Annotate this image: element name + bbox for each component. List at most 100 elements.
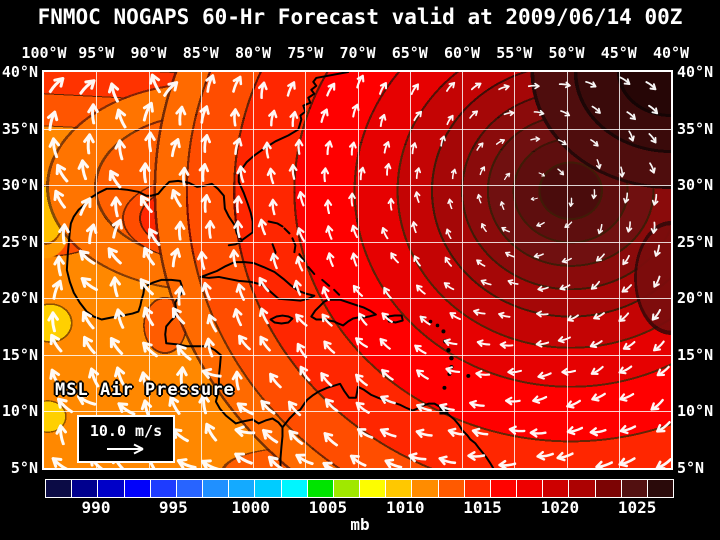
wind-arrow xyxy=(412,162,425,180)
colorbar-segment xyxy=(203,480,229,497)
wind-arrow xyxy=(227,242,242,268)
wind-arrow xyxy=(583,77,602,93)
wind-arrow xyxy=(108,99,131,131)
wind-arrow xyxy=(279,392,306,421)
wind-arrow xyxy=(322,219,336,241)
wind-arrow xyxy=(253,299,273,326)
wind-arrow xyxy=(494,135,510,148)
wind-arrow xyxy=(611,361,634,379)
wind-arrow xyxy=(645,337,668,358)
wind-arrow xyxy=(81,358,104,390)
wind-arrow xyxy=(230,275,249,302)
lat-label: 35°N xyxy=(1,119,38,138)
wind-arrow xyxy=(477,218,490,234)
colorbar-tick: 1005 xyxy=(308,498,348,517)
wind-arrow xyxy=(531,369,553,384)
wind-arrow xyxy=(413,309,434,330)
grid-line-h xyxy=(44,185,671,187)
lat-label: 5°N xyxy=(677,459,705,477)
grid-line-v xyxy=(618,72,620,468)
wind-arrow xyxy=(45,269,71,301)
colorbar-segment xyxy=(98,480,124,497)
wind-arrow xyxy=(408,361,432,384)
wind-arrow xyxy=(379,135,395,155)
lon-label: 70°W xyxy=(339,44,376,62)
grid-line-h xyxy=(44,128,671,130)
lon-label: 45°W xyxy=(600,44,637,62)
wind-arrow xyxy=(612,389,637,407)
wind-arrow xyxy=(532,220,546,231)
wind-arrow xyxy=(166,334,196,366)
grid-line-v xyxy=(253,72,254,468)
wind-arrow xyxy=(442,109,459,127)
coast-bahamas xyxy=(267,220,341,296)
lat-label: 20°N xyxy=(677,289,714,308)
wind-arrow xyxy=(377,280,396,302)
grid-line-h xyxy=(44,241,671,243)
wind-arrow xyxy=(436,130,450,148)
wind-arrow xyxy=(590,251,607,267)
wind-arrow xyxy=(314,422,342,451)
lat-label: 20°N xyxy=(1,289,38,308)
wind-arrow xyxy=(549,448,575,466)
wind-arrow xyxy=(530,135,544,143)
wind-arrow xyxy=(102,73,124,105)
wind-arrow xyxy=(411,187,422,204)
grid-line-v xyxy=(305,72,307,468)
wind-arrow xyxy=(85,96,102,126)
wind-arrow xyxy=(561,311,581,326)
wind-arrow xyxy=(647,454,671,468)
wind-arrow xyxy=(196,413,222,446)
wind-arrow xyxy=(529,251,544,261)
wind-arrow xyxy=(52,416,70,446)
lat-label: 30°N xyxy=(1,176,38,195)
coast-jamaica xyxy=(269,314,294,325)
wind-arrow xyxy=(526,392,549,408)
wind-arrow xyxy=(443,75,462,94)
wind-arrow xyxy=(406,337,429,359)
wind-arrow xyxy=(438,362,461,379)
wind-arrow xyxy=(346,218,361,239)
wind-arrow xyxy=(166,450,199,468)
wind-arrow xyxy=(291,249,308,273)
colorbar-segment xyxy=(464,480,490,497)
wind-arrow xyxy=(460,449,486,464)
wind-arrow xyxy=(315,332,339,358)
wind-arrow xyxy=(502,275,520,289)
lat-label: 15°N xyxy=(677,345,714,364)
wind-arrow xyxy=(171,213,188,241)
wind-arrow xyxy=(583,362,606,381)
wind-arrow xyxy=(584,389,608,407)
grid-line-h xyxy=(44,298,671,300)
wind-arrow xyxy=(254,74,272,100)
colorbar-segment xyxy=(569,480,595,497)
wind-arrow xyxy=(612,309,633,328)
colorbar-tick: 1025 xyxy=(617,498,657,517)
wind-arrow xyxy=(373,361,397,385)
wind-arrow xyxy=(288,334,311,361)
wind-arrow xyxy=(73,300,100,333)
lat-label: 5°N xyxy=(10,459,38,477)
wind-arrow xyxy=(408,249,424,269)
wind-arrow xyxy=(199,329,218,358)
wind-arrow xyxy=(136,155,153,184)
wind-arrow xyxy=(645,130,662,149)
colorbar-segment xyxy=(255,480,281,497)
wind-arrow xyxy=(557,255,573,267)
wind-arrow xyxy=(288,272,305,297)
wind-arrow xyxy=(80,214,103,246)
wind-arrow xyxy=(197,274,217,303)
wind-arrow xyxy=(471,254,488,270)
wind-arrow xyxy=(196,386,212,415)
wind-arrow xyxy=(160,386,185,418)
wind-arrow xyxy=(252,419,282,449)
wind-arrow xyxy=(44,447,73,468)
wind-arrow xyxy=(560,423,585,440)
wind-arrow xyxy=(291,220,309,244)
wind-arrow xyxy=(399,447,427,467)
wind-arrow xyxy=(257,445,288,468)
pressure-colorbar xyxy=(45,479,674,498)
wind-arrow xyxy=(560,219,575,232)
wind-arrow xyxy=(374,75,393,97)
